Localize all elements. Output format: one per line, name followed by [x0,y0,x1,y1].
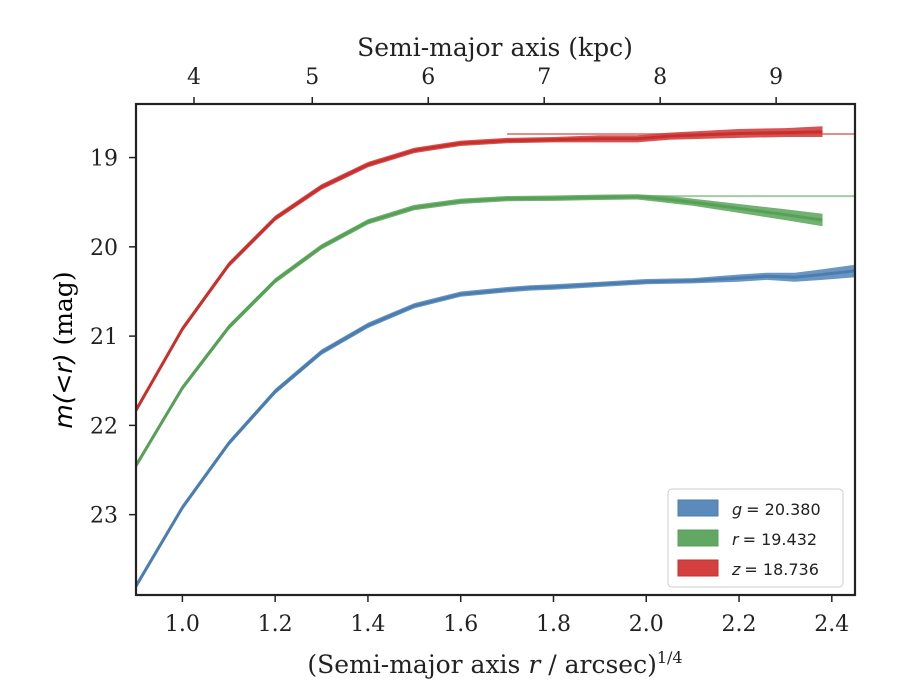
x-axis-title: (Semi-major axis r / arcsec)1/4 [307,648,682,679]
series-r [136,194,855,469]
y-axis-title: m(<r) (mag) [49,271,78,428]
legend-value-z: = 18.736 [744,560,818,579]
legend-swatch-r [677,529,719,547]
x-axis-title-exponent: 1/4 [657,648,683,667]
error-band-z [136,126,823,413]
x-tick-label: 1.6 [443,612,478,637]
ticks-layer: 1.0 1.2 1.4 1.6 1.8 2.0 2.2 2.4 19 20 21 22 23 4 5 6 7 8 9 [90,65,849,637]
legend-value-r: = 19.432 [743,530,817,549]
y-axis-title-unit: (mag) [49,271,78,353]
x-tick-label: 1.0 [165,612,200,637]
y-tick-label: 20 [90,236,118,261]
series-layer [136,126,855,589]
legend-value-g: = 20.380 [746,500,820,519]
legend-label-r: r = 19.432 [732,530,817,549]
x-axis-title-var: r [528,650,542,679]
y-tick-label: 22 [90,414,118,439]
legend-entry-g: g = 20.380 [677,499,821,519]
top-axis-title: Semi-major axis (kpc) [357,33,633,62]
line-g [136,269,855,587]
legend-var-z: z [731,560,741,579]
top-tick-label: 8 [653,65,667,90]
top-tick-label: 5 [305,65,319,90]
x-axis-title-prefix: (Semi-major axis [307,650,528,679]
top-tick-label: 4 [187,65,201,90]
x-tick-label: 1.8 [536,612,571,637]
legend: g = 20.380 r = 19.432 z = 18.736 [667,488,844,588]
top-tick-label: 7 [537,65,551,90]
x-axis-title-suffix: / arcsec) [540,650,657,679]
legend-entry-r: r = 19.432 [677,529,817,549]
legend-var-r: r [732,530,740,549]
y-axis-title-math: m(<r) [49,353,78,428]
line-z [136,130,823,411]
y-tick-label: 19 [90,147,118,172]
plot-frame [134,102,857,597]
x-tick-label: 2.0 [629,612,664,637]
y-tick-label: 23 [90,504,118,529]
x-tick-label: 1.2 [258,612,293,637]
legend-label-g: g = 20.380 [732,500,821,519]
error-band-r [136,194,823,469]
top-tick-label: 9 [769,65,783,90]
legend-label-z: z = 18.736 [731,560,819,579]
legend-var-g: g [732,500,742,519]
series-g [136,264,855,589]
top-tick-label: 6 [421,65,435,90]
line-r [136,195,823,467]
legend-swatch-g [677,499,719,517]
x-tick-label: 2.2 [722,612,757,637]
legend-entry-z: z = 18.736 [677,559,819,579]
y-tick-label: 21 [90,325,118,350]
series-z [136,126,855,413]
legend-swatch-z [677,559,719,577]
x-tick-label: 1.4 [350,612,385,637]
x-tick-label: 2.4 [814,612,849,637]
